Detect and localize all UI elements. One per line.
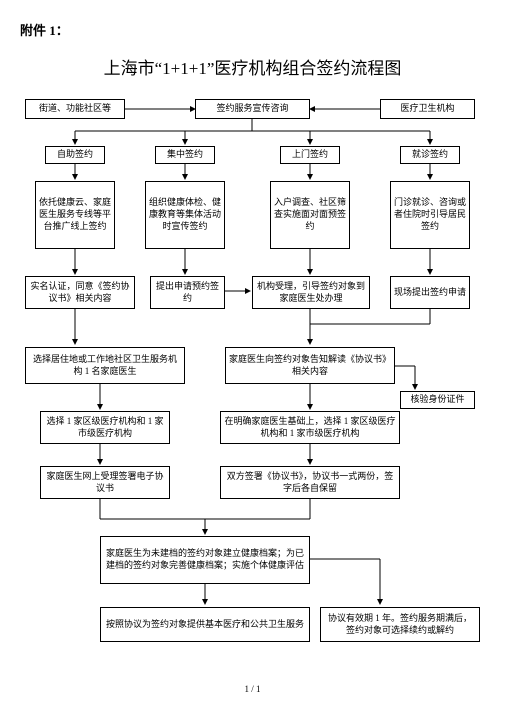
node-accept: 机构受理，引导签约对象到家庭医生处办理 [252,276,370,309]
node-medical-org: 医疗卫生机构 [380,99,475,119]
node-apply: 提出申请预约签约 [150,276,225,309]
node-choose-community: 选择居住地或工作地社区卫生服务机构 1 名家庭医生 [25,347,185,384]
node-group-sign: 集中签约 [155,146,215,164]
node-street: 街道、功能社区等 [25,99,125,119]
attachment-header: 附件 1： [20,20,485,39]
node-self-sign: 自助签约 [45,146,105,164]
node-renew: 协议有效期 1 年。签约服务期满后，签约对象可选择续约或解约 [320,607,480,642]
flowchart-container: 街道、功能社区等 签约服务宣传咨询 医疗卫生机构 自助签约 集中签约 上门签约 … [20,99,485,674]
node-health-record: 家庭医生为未建档的签约对象建立健康档案；为已建档的签约对象完善健康档案；实施个体… [100,536,310,584]
node-survey: 入户调查、社区筛查实施面对面预签约 [270,181,350,249]
node-esign: 家庭医生网上受理签署电子协议书 [40,466,170,499]
node-sign-paper: 双方签署《协议书》，协议书一式两份，签字后各自保留 [220,466,400,499]
node-clinic: 门诊就诊、咨询或者住院时引导居民签约 [390,181,470,249]
node-realname: 实名认证，同意《签约协议书》相关内容 [25,276,135,309]
node-consult: 签约服务宣传咨询 [195,99,310,119]
node-onsite: 现场提出签约申请 [390,276,470,309]
node-choose-district: 选择 1 家区级医疗机构和 1 家市级医疗机构 [40,411,170,444]
node-home-sign: 上门签约 [280,146,340,164]
node-service: 按照协议为签约对象提供基本医疗和公共卫生服务 [100,607,310,642]
node-explain: 家庭医生向签约对象告知解读《协议书》相关内容 [225,347,395,384]
node-activity: 组织健康体检、健康教育等集体活动时宣传签约 [145,181,225,249]
node-choose-district-2: 在明确家庭医生基础上，选择 1 家区级医疗机构和 1 家市级医疗机构 [220,411,400,444]
node-verify-id: 核验身份证件 [400,391,475,409]
node-online: 依托健康云、家庭医生服务专线等平台推广线上签约 [35,181,115,249]
node-visit-sign: 就诊签约 [400,146,460,164]
page-footer: 1 / 1 [20,684,485,694]
page-title: 上海市“1+1+1”医疗机构组合签约流程图 [20,54,485,79]
